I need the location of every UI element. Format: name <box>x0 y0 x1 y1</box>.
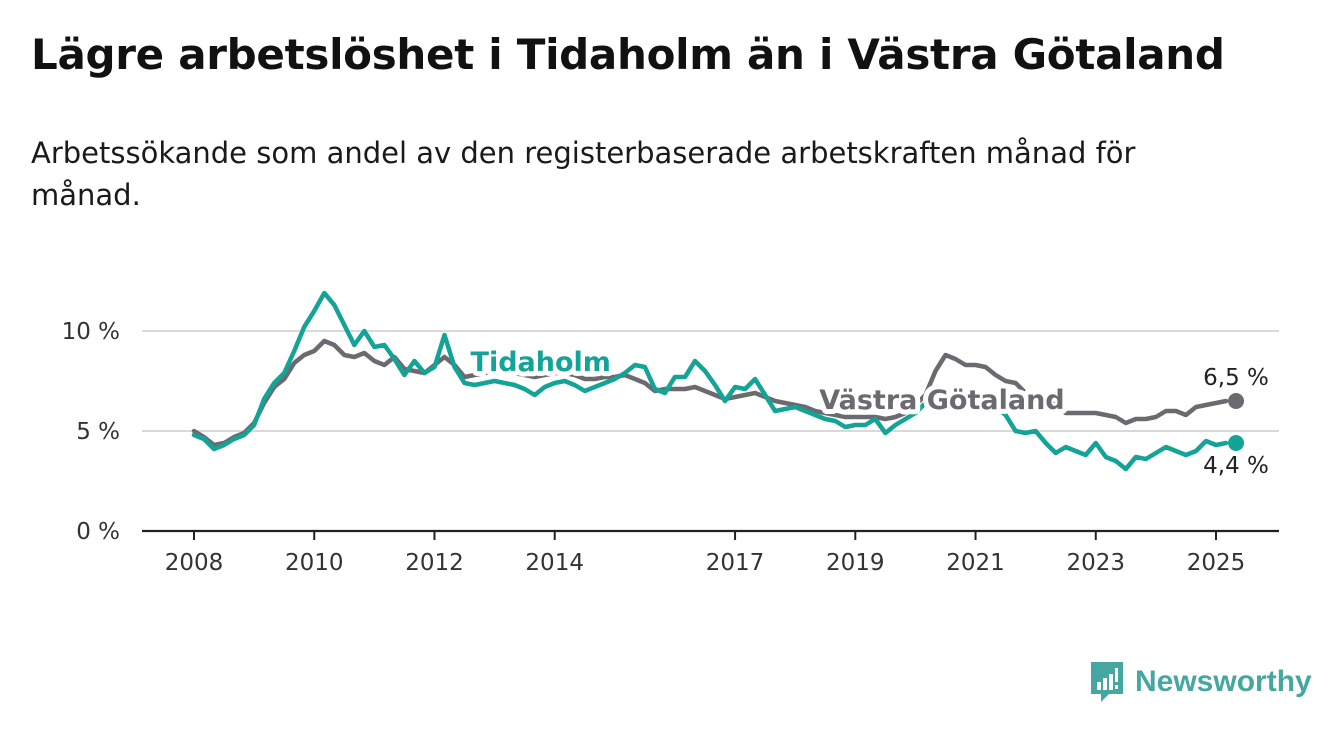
gridlines <box>142 330 1279 432</box>
newsworthy-logo: Newsworthy <box>1089 660 1312 704</box>
series-line-0 <box>191 290 1229 472</box>
line-chart: 0 %5 %10 % 2008 2010 2012 2014 2017 2019 2021 2… <box>62 290 1279 576</box>
x-tick-label: 2025 <box>1187 550 1246 576</box>
y-tick-label: 5 % <box>76 419 120 445</box>
x-axis-ticks: 2008 2010 2012 2014 2017 2019 2021 2023 2025 <box>165 531 1246 576</box>
series-lines <box>191 290 1229 472</box>
end-value-label-0: 4,4 % <box>1203 453 1269 479</box>
end-point-1 <box>1228 393 1245 409</box>
x-tick-label: 2012 <box>405 550 464 576</box>
x-tick-label: 2017 <box>706 550 765 576</box>
brand-name: Newsworthy <box>1135 665 1312 698</box>
series-label-0: Tidaholm <box>471 347 611 378</box>
x-tick-label: 2014 <box>525 550 584 576</box>
x-tick-label: 2023 <box>1066 550 1125 576</box>
end-point-0 <box>1228 435 1245 451</box>
series-labels: Tidaholm Västra Götaland <box>466 342 1070 421</box>
end-value-label-1: 6,5 % <box>1203 365 1269 391</box>
series-label-1: Västra Götaland <box>819 385 1064 416</box>
x-tick-label: 2019 <box>826 550 885 576</box>
series-line-1 <box>191 338 1229 448</box>
chart-subtitle: Arbetssökande som andel av den registerb… <box>31 136 1136 212</box>
x-tick-label: 2008 <box>165 550 224 576</box>
end-points: 4,4 % 6,5 % <box>1203 365 1269 479</box>
chart-title: Lägre arbetslöshet i Tidaholm än i Västr… <box>31 30 1225 79</box>
y-axis-ticks: 0 % 5 % 10 % <box>62 319 120 545</box>
y-tick-label: 10 % <box>62 319 120 345</box>
x-tick-label: 2010 <box>285 550 344 576</box>
y-tick-label: 0 % <box>76 519 120 545</box>
newsworthy-logo-icon <box>1091 662 1123 702</box>
x-tick-label: 2021 <box>946 550 1005 576</box>
